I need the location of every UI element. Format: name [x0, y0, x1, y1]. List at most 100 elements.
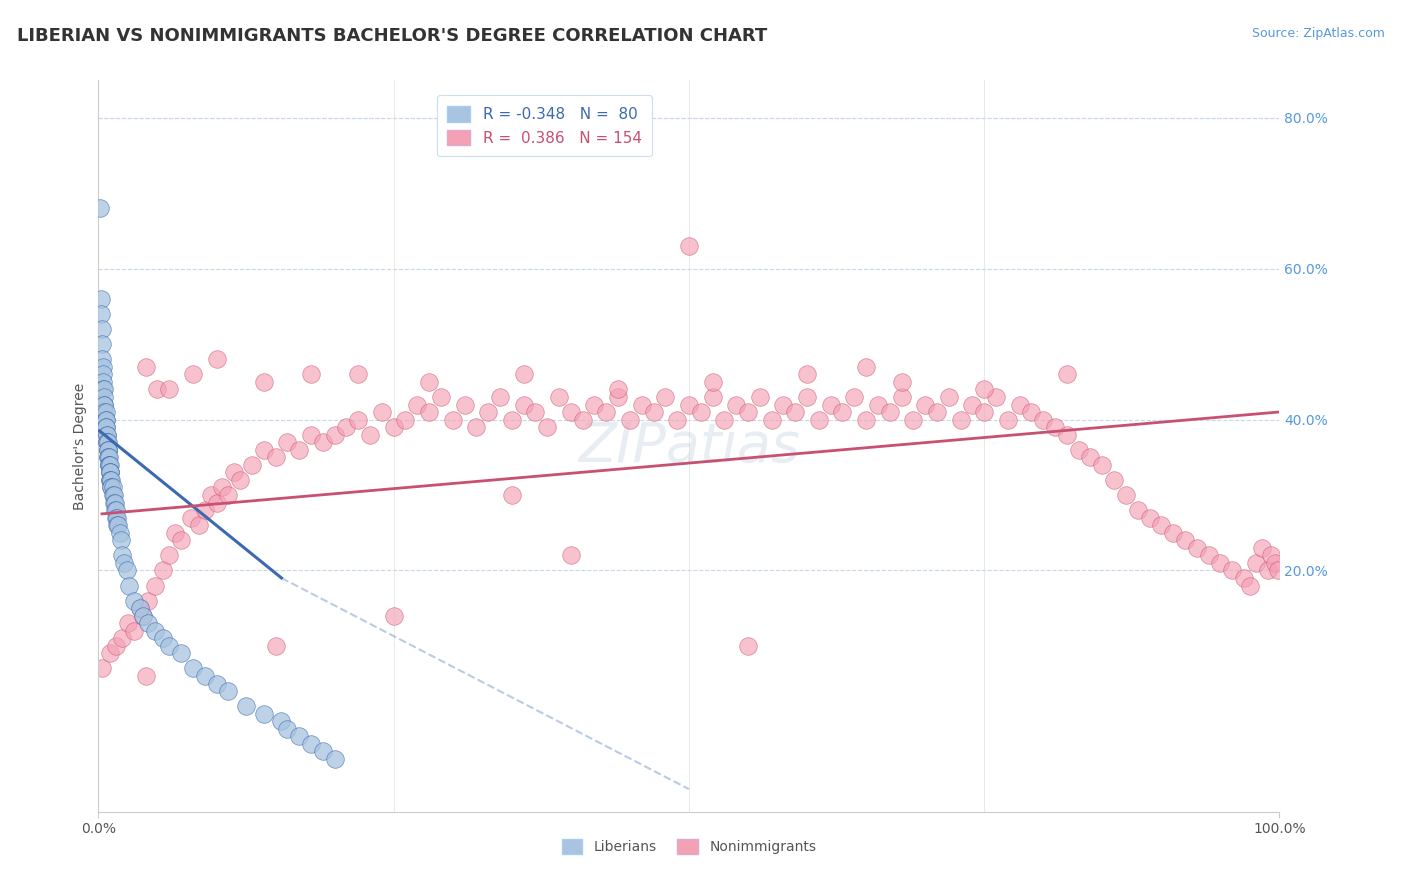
Point: [890, 390, 912, 404]
Point: [98, 458, 121, 472]
Point: [181, 661, 204, 675]
Point: [973, 405, 995, 419]
Point: [949, 412, 972, 426]
Point: [97, 442, 120, 457]
Point: [100, 473, 122, 487]
Point: [91, 368, 114, 382]
Point: [194, 669, 217, 683]
Point: [135, 359, 157, 374]
Point: [146, 383, 169, 397]
Point: [224, 466, 246, 480]
Point: [89, 202, 111, 216]
Point: [938, 390, 960, 404]
Point: [94, 420, 117, 434]
Point: [820, 398, 842, 412]
Point: [104, 503, 127, 517]
Point: [1043, 420, 1066, 434]
Point: [347, 368, 370, 382]
Point: [406, 398, 429, 412]
Point: [217, 488, 239, 502]
Point: [1126, 503, 1149, 517]
Point: [1185, 541, 1208, 555]
Point: [264, 639, 287, 653]
Point: [807, 412, 830, 426]
Point: [1139, 510, 1161, 524]
Point: [94, 420, 117, 434]
Point: [253, 706, 276, 721]
Point: [94, 405, 117, 419]
Point: [91, 661, 114, 675]
Point: [157, 383, 180, 397]
Point: [1198, 549, 1220, 563]
Point: [571, 412, 593, 426]
Point: [1056, 368, 1078, 382]
Point: [418, 405, 440, 419]
Point: [122, 624, 145, 638]
Point: [1257, 563, 1279, 577]
Point: [1150, 518, 1173, 533]
Point: [489, 390, 512, 404]
Point: [97, 450, 120, 465]
Point: [132, 608, 155, 623]
Point: [1091, 458, 1114, 472]
Point: [844, 390, 866, 404]
Point: [98, 458, 121, 472]
Point: [157, 639, 180, 653]
Point: [105, 510, 128, 524]
Point: [128, 601, 150, 615]
Point: [94, 412, 117, 426]
Point: [335, 420, 357, 434]
Point: [276, 435, 298, 450]
Point: [737, 405, 759, 419]
Point: [430, 390, 453, 404]
Point: [548, 390, 571, 404]
Point: [98, 466, 121, 480]
Point: [98, 473, 121, 487]
Point: [796, 368, 818, 382]
Point: [761, 412, 783, 426]
Point: [103, 495, 125, 509]
Point: [748, 390, 770, 404]
Point: [118, 578, 141, 592]
Point: [323, 752, 346, 766]
Point: [890, 375, 912, 389]
Point: [879, 405, 901, 419]
Point: [112, 556, 135, 570]
Point: [607, 383, 630, 397]
Point: [229, 473, 252, 487]
Point: [1264, 556, 1286, 570]
Point: [914, 398, 936, 412]
Point: [855, 359, 877, 374]
Point: [90, 307, 112, 321]
Point: [382, 608, 405, 623]
Point: [96, 435, 118, 450]
Point: [1067, 442, 1090, 457]
Point: [98, 646, 121, 660]
Point: [1174, 533, 1197, 548]
Point: [702, 390, 724, 404]
Point: [98, 450, 121, 465]
Point: [97, 450, 120, 465]
Point: [630, 398, 652, 412]
Point: [94, 412, 117, 426]
Point: [98, 473, 121, 487]
Point: [560, 405, 582, 419]
Point: [1032, 412, 1054, 426]
Point: [418, 375, 440, 389]
Point: [132, 608, 155, 623]
Point: [299, 368, 322, 382]
Point: [1250, 541, 1272, 555]
Point: [1260, 549, 1282, 563]
Point: [104, 495, 127, 509]
Point: [1021, 405, 1043, 419]
Point: [903, 412, 925, 426]
Point: [93, 390, 115, 404]
Point: [135, 669, 157, 683]
Point: [583, 398, 606, 412]
Point: [441, 412, 464, 426]
Point: [205, 676, 228, 690]
Point: [90, 292, 112, 306]
Point: [157, 549, 180, 563]
Point: [111, 632, 134, 646]
Point: [560, 549, 582, 563]
